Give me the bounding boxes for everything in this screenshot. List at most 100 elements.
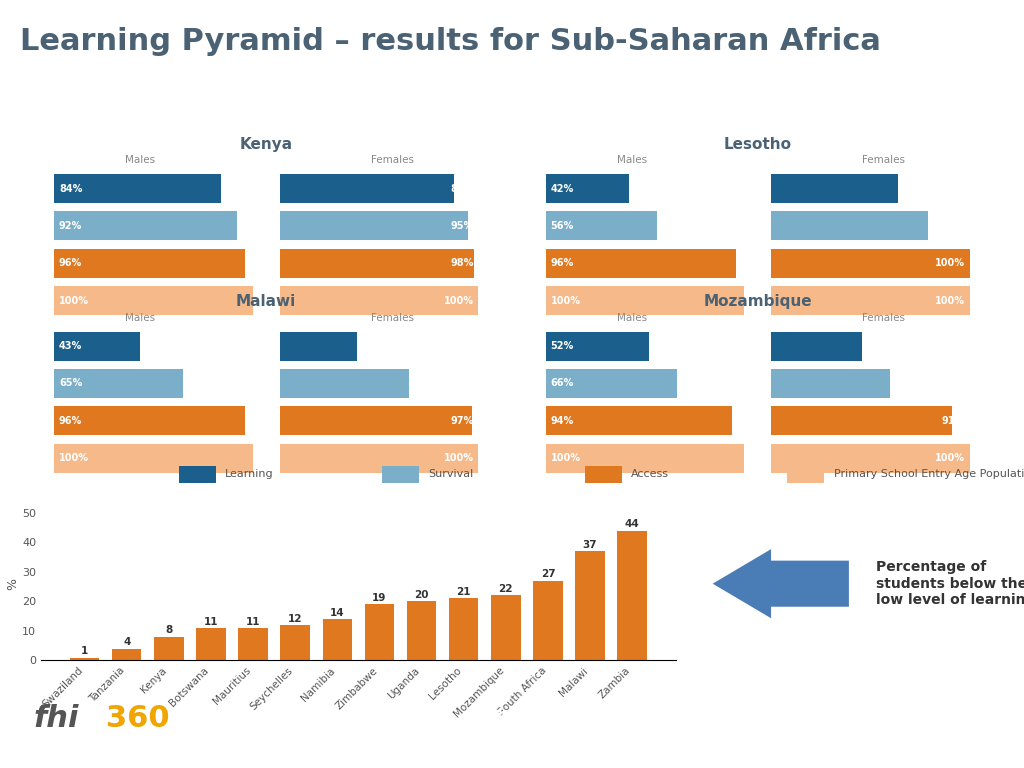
Text: 96%: 96% bbox=[59, 415, 82, 425]
FancyBboxPatch shape bbox=[546, 332, 649, 361]
FancyBboxPatch shape bbox=[280, 369, 409, 398]
Bar bbox=[575, 551, 605, 660]
Text: 1: 1 bbox=[81, 646, 88, 656]
Bar bbox=[449, 598, 478, 660]
Text: Females: Females bbox=[371, 155, 414, 165]
Bar bbox=[70, 657, 99, 660]
Text: 88%: 88% bbox=[450, 184, 473, 194]
Text: Females: Females bbox=[862, 155, 905, 165]
Text: 20: 20 bbox=[415, 590, 429, 600]
Bar bbox=[323, 619, 352, 660]
Bar bbox=[112, 649, 141, 660]
FancyBboxPatch shape bbox=[546, 286, 744, 315]
Text: fhi: fhi bbox=[34, 703, 79, 733]
FancyBboxPatch shape bbox=[280, 249, 474, 278]
FancyBboxPatch shape bbox=[771, 174, 898, 203]
Text: 79%: 79% bbox=[942, 221, 965, 231]
Text: Males: Males bbox=[616, 155, 647, 165]
Text: 21: 21 bbox=[457, 587, 471, 597]
Text: 100%: 100% bbox=[59, 296, 89, 306]
Text: 43%: 43% bbox=[59, 341, 82, 351]
FancyBboxPatch shape bbox=[771, 211, 928, 240]
Bar bbox=[365, 604, 394, 660]
Text: 22: 22 bbox=[499, 584, 513, 594]
Text: 100%: 100% bbox=[935, 258, 965, 268]
Text: 100%: 100% bbox=[443, 453, 473, 463]
Text: 97%: 97% bbox=[451, 415, 473, 425]
Text: 98%: 98% bbox=[451, 258, 473, 268]
Bar bbox=[197, 628, 225, 660]
Text: 52%: 52% bbox=[551, 341, 573, 351]
FancyBboxPatch shape bbox=[54, 406, 245, 435]
Text: 11: 11 bbox=[246, 617, 260, 627]
Text: 42%: 42% bbox=[551, 184, 573, 194]
Text: Survival: Survival bbox=[428, 469, 473, 479]
Text: Males: Males bbox=[125, 313, 156, 323]
Text: Access: Access bbox=[631, 469, 669, 479]
Text: 360: 360 bbox=[105, 703, 170, 733]
Text: 94%: 94% bbox=[551, 415, 573, 425]
Bar bbox=[281, 625, 310, 660]
Text: 12: 12 bbox=[288, 614, 302, 624]
Text: Females: Females bbox=[862, 313, 905, 323]
Text: 92%: 92% bbox=[59, 221, 82, 231]
FancyBboxPatch shape bbox=[546, 444, 744, 472]
FancyBboxPatch shape bbox=[280, 332, 357, 361]
FancyBboxPatch shape bbox=[546, 174, 630, 203]
Bar bbox=[534, 581, 563, 660]
Bar bbox=[239, 628, 268, 660]
Bar bbox=[585, 465, 622, 483]
Text: 100%: 100% bbox=[935, 296, 965, 306]
Bar bbox=[154, 637, 183, 660]
Text: Percentage of
students below the
low level of learning: Percentage of students below the low lev… bbox=[877, 561, 1024, 607]
Bar bbox=[617, 531, 647, 660]
Text: 66%: 66% bbox=[551, 379, 573, 389]
Text: 4: 4 bbox=[123, 637, 130, 647]
Text: 95%: 95% bbox=[451, 221, 473, 231]
FancyBboxPatch shape bbox=[280, 286, 478, 315]
Text: 65%: 65% bbox=[59, 379, 82, 389]
Text: 96%: 96% bbox=[59, 258, 82, 268]
FancyBboxPatch shape bbox=[54, 249, 245, 278]
FancyBboxPatch shape bbox=[280, 444, 478, 472]
Text: 27: 27 bbox=[541, 569, 555, 579]
FancyBboxPatch shape bbox=[546, 211, 657, 240]
Text: 19: 19 bbox=[373, 593, 387, 603]
Text: 46%: 46% bbox=[942, 341, 965, 351]
Bar bbox=[492, 595, 520, 660]
FancyBboxPatch shape bbox=[280, 406, 472, 435]
Text: 91%: 91% bbox=[942, 415, 965, 425]
Text: 44: 44 bbox=[625, 519, 640, 529]
Bar bbox=[382, 465, 419, 483]
Text: Primary School Entry Age Population: Primary School Entry Age Population bbox=[834, 469, 1024, 479]
FancyBboxPatch shape bbox=[54, 332, 139, 361]
FancyBboxPatch shape bbox=[771, 249, 970, 278]
Text: Learning Pyramid – results for Sub-Saharan Africa: Learning Pyramid – results for Sub-Sahar… bbox=[20, 27, 882, 56]
Text: Females: Females bbox=[371, 313, 414, 323]
FancyArrow shape bbox=[713, 549, 849, 618]
Bar bbox=[407, 601, 436, 660]
Text: 96%: 96% bbox=[551, 258, 573, 268]
Text: 65%: 65% bbox=[451, 379, 473, 389]
FancyBboxPatch shape bbox=[54, 286, 253, 315]
Text: Lesotho: Lesotho bbox=[724, 137, 792, 152]
Y-axis label: %: % bbox=[6, 578, 19, 590]
FancyBboxPatch shape bbox=[54, 211, 237, 240]
FancyBboxPatch shape bbox=[546, 249, 736, 278]
Text: THE SCIENCE OF IMPROVING LIVES: THE SCIENCE OF IMPROVING LIVES bbox=[488, 709, 841, 727]
FancyBboxPatch shape bbox=[771, 332, 862, 361]
Text: 84%: 84% bbox=[59, 184, 82, 194]
FancyBboxPatch shape bbox=[280, 211, 468, 240]
Text: 39%: 39% bbox=[451, 341, 473, 351]
Text: Malawi: Malawi bbox=[237, 294, 296, 310]
Text: 60%: 60% bbox=[942, 379, 965, 389]
FancyBboxPatch shape bbox=[771, 406, 951, 435]
Text: 100%: 100% bbox=[551, 453, 581, 463]
Text: 14: 14 bbox=[330, 607, 345, 617]
Text: 11: 11 bbox=[204, 617, 218, 627]
FancyBboxPatch shape bbox=[771, 444, 970, 472]
Text: Males: Males bbox=[125, 155, 156, 165]
Text: 56%: 56% bbox=[551, 221, 573, 231]
Bar bbox=[179, 465, 216, 483]
FancyBboxPatch shape bbox=[771, 369, 890, 398]
